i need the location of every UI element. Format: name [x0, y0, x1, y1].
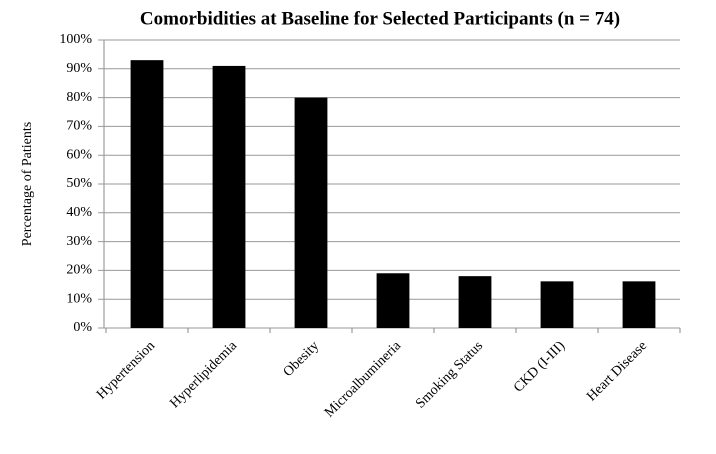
y-tick-label: 100%	[59, 32, 92, 47]
chart-title: Comorbidities at Baseline for Selected P…	[140, 8, 620, 29]
y-tick-label: 90%	[66, 61, 92, 76]
x-tick-label: Smoking Status	[413, 338, 486, 411]
x-tick-label: CKD (I-III)	[511, 338, 568, 395]
y-tick-label: 20%	[66, 263, 92, 278]
x-tick-label: Heart Disease	[584, 338, 650, 404]
y-tick-label: 50%	[66, 176, 92, 191]
y-tick-label: 10%	[66, 291, 92, 306]
x-tick-label: Obesity	[281, 338, 322, 379]
bar	[376, 273, 410, 328]
y-tick-label: 40%	[66, 205, 92, 220]
x-tick-label: Hyperlipidemia	[167, 338, 240, 411]
bar	[540, 281, 574, 328]
y-tick-label: 0%	[73, 320, 92, 335]
y-axis-title: Percentage of Patients	[20, 122, 35, 246]
y-tick-label: 80%	[66, 90, 92, 105]
x-tick-label: Hypertension	[94, 338, 158, 402]
y-tick-label: 70%	[66, 119, 92, 134]
x-tick-label: Microalbumineria	[322, 338, 405, 421]
y-tick-label: 30%	[66, 234, 92, 249]
bar	[622, 281, 656, 328]
bar	[130, 60, 164, 328]
y-tick-label: 60%	[66, 147, 92, 162]
bar	[212, 65, 246, 329]
bar	[458, 276, 492, 328]
bar	[294, 97, 328, 328]
